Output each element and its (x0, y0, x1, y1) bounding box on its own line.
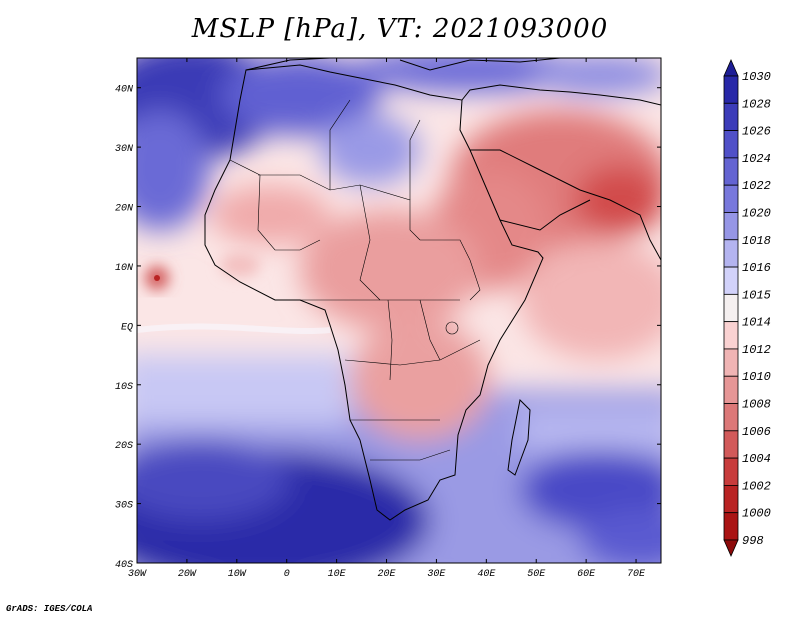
colorbar-label: 998 (742, 534, 764, 548)
colorbar-label: 1024 (742, 152, 771, 166)
colorbar-segment (724, 513, 738, 540)
colorbar-label: 1002 (742, 479, 771, 493)
lat-tick-label: 40S (115, 560, 133, 571)
colorbar-segment (724, 240, 738, 267)
colorbar-label: 1008 (742, 398, 771, 412)
colorbar-label: 1026 (742, 125, 771, 139)
colorbar-segment (724, 158, 738, 185)
colorbar-label: 1014 (742, 316, 771, 330)
lon-tick-label: 50E (527, 569, 546, 580)
colorbar-label: 1004 (742, 452, 771, 466)
colorbar-segment (724, 294, 738, 321)
mslp-map: 30W 20W 10W 0 10E 20E 30E 40E 50E 60E 70E 40N30N20… (0, 0, 800, 618)
colorbar-segment (724, 431, 738, 458)
colorbar-segment (724, 376, 738, 403)
colorbar-label: 1015 (742, 288, 771, 302)
colorbar-segment (724, 103, 738, 130)
colorbar-label: 1020 (742, 206, 771, 220)
pressure-field (90, 40, 700, 590)
lat-tick-label: 10N (115, 263, 133, 274)
colorbar-segment (724, 212, 738, 239)
lon-axis-labels: 30W 20W 10W 0 10E 20E 30E 40E 50E 60E 70E (128, 569, 646, 580)
lat-tick-label: 30S (115, 501, 133, 512)
lat-tick-label: 10S (115, 382, 133, 393)
colorbar-label: 1010 (742, 370, 771, 384)
colorbar-under-arrow (724, 540, 738, 556)
lat-tick-label: EQ (121, 322, 133, 333)
colorbar-label: 1022 (742, 179, 771, 193)
lat-axis-labels: 40N 30N 20N 10N EQ 10S 20S 30S 40S (115, 85, 133, 571)
credit-label: GrADS: IGES/COLA (6, 604, 92, 614)
lon-tick-label: 10W (228, 569, 247, 580)
colorbar-segment (724, 404, 738, 431)
lon-tick-label: 20E (378, 569, 397, 580)
colorbar: 1030 1028 1026 1024 1022 1020 1018 1016 1015 1014… (724, 60, 771, 556)
lon-tick-label: 10E (328, 569, 347, 580)
colorbar-segment (724, 185, 738, 212)
colorbar-label: 1028 (742, 97, 771, 111)
colorbar-segment (724, 458, 738, 485)
colorbar-label: 1016 (742, 261, 771, 275)
lat-tick-label: 30N (115, 144, 133, 155)
lat-tick-label: 40N (115, 85, 133, 96)
colorbar-label: 1030 (742, 70, 771, 84)
colorbar-label: 1006 (742, 425, 771, 439)
lon-tick-label: 0 (284, 569, 290, 580)
colorbar-segment (724, 349, 738, 376)
colorbar-label: 1000 (742, 507, 771, 521)
colorbar-over-arrow (724, 60, 738, 76)
colorbar-label: 1012 (742, 343, 771, 357)
colorbar-segment (724, 322, 738, 349)
colorbar-segment (724, 485, 738, 512)
lon-tick-label: 30E (427, 569, 446, 580)
colorbar-label: 1018 (742, 234, 771, 248)
lon-tick-label: 60E (577, 569, 596, 580)
lon-tick-label: 70E (627, 569, 646, 580)
lat-tick-label: 20N (115, 204, 133, 215)
lon-tick-label: 40E (477, 569, 496, 580)
colorbar-segment (724, 76, 738, 103)
colorbar-segment (724, 131, 738, 158)
colorbar-segment (724, 267, 738, 294)
lat-tick-label: 20S (115, 441, 133, 452)
lon-tick-label: 20W (178, 569, 197, 580)
